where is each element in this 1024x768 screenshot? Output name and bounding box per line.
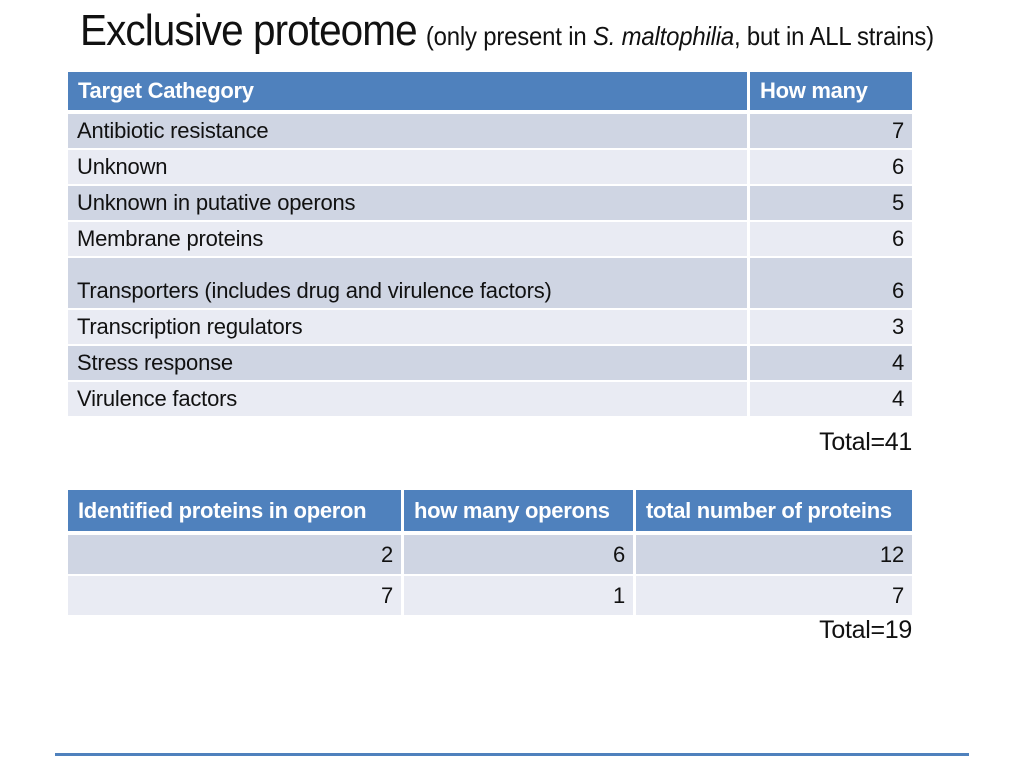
table2-header-identified: Identified proteins in operon — [68, 490, 404, 531]
species-name-italic: S. maltophilia — [592, 21, 734, 51]
category-cell: Antibiotic resistance — [68, 114, 750, 148]
count-cell: 6 — [750, 258, 912, 308]
table-row: Antibiotic resistance 7 — [68, 114, 912, 148]
count-cell: 7 — [750, 114, 912, 148]
operons-cell: 6 — [404, 535, 636, 574]
count-cell: 4 — [750, 382, 912, 416]
table1-total: Total=41 — [819, 428, 912, 456]
count-cell: 6 — [750, 150, 912, 184]
slide-title: Exclusive proteome (only present in S. m… — [80, 6, 934, 56]
table2-total: Total=19 — [819, 616, 912, 644]
count-cell: 4 — [750, 346, 912, 380]
subtitle-prefix: (only present in — [425, 21, 593, 51]
table-row: Unknown 6 — [68, 150, 912, 184]
table-row: Virulence factors 4 — [68, 382, 912, 416]
footer-divider-line — [55, 753, 969, 756]
table1-header-howmany: How many — [760, 78, 868, 103]
table1-header-row: Target Cathegory How many — [68, 72, 912, 112]
category-cell: Virulence factors — [68, 382, 750, 416]
table-row: Unknown in putative operons 5 — [68, 186, 912, 220]
count-cell: 6 — [750, 222, 912, 256]
operon-table: Identified proteins in operon how many o… — [68, 490, 912, 615]
table-row: 2 6 12 — [68, 535, 912, 574]
subtitle-suffix: , but in ALL strains) — [733, 21, 934, 51]
total-proteins-cell: 12 — [636, 535, 912, 574]
category-cell: Transcription regulators — [68, 310, 750, 344]
total-proteins-cell: 7 — [636, 576, 912, 615]
count-cell: 5 — [750, 186, 912, 220]
table2-header-row: Identified proteins in operon how many o… — [68, 490, 912, 533]
title-main-text: Exclusive proteome — [80, 6, 418, 55]
title-subtitle-text: (only present in S. maltophilia, but in … — [426, 21, 934, 52]
proteins-cell: 7 — [68, 576, 404, 615]
table1-header-category: Target Cathegory — [68, 72, 750, 110]
category-cell: Stress response — [68, 346, 750, 380]
table-row: Membrane proteins 6 — [68, 222, 912, 256]
table2-header-operons: how many operons — [404, 490, 636, 531]
proteins-cell: 2 — [68, 535, 404, 574]
category-cell: Unknown — [68, 150, 750, 184]
category-cell: Membrane proteins — [68, 222, 750, 256]
operons-cell: 1 — [404, 576, 636, 615]
table-row: Stress response 4 — [68, 346, 912, 380]
table-row: Transcription regulators 3 — [68, 310, 912, 344]
table2-header-totalproteins: total number of proteins — [646, 497, 892, 523]
count-cell: 3 — [750, 310, 912, 344]
category-cell: Transporters (includes drug and virulenc… — [68, 258, 750, 308]
table-row: Transporters (includes drug and virulenc… — [68, 258, 912, 308]
category-cell: Unknown in putative operons — [68, 186, 750, 220]
table-row: 7 1 7 — [68, 576, 912, 615]
target-category-table: Target Cathegory How many Antibiotic res… — [68, 72, 912, 416]
